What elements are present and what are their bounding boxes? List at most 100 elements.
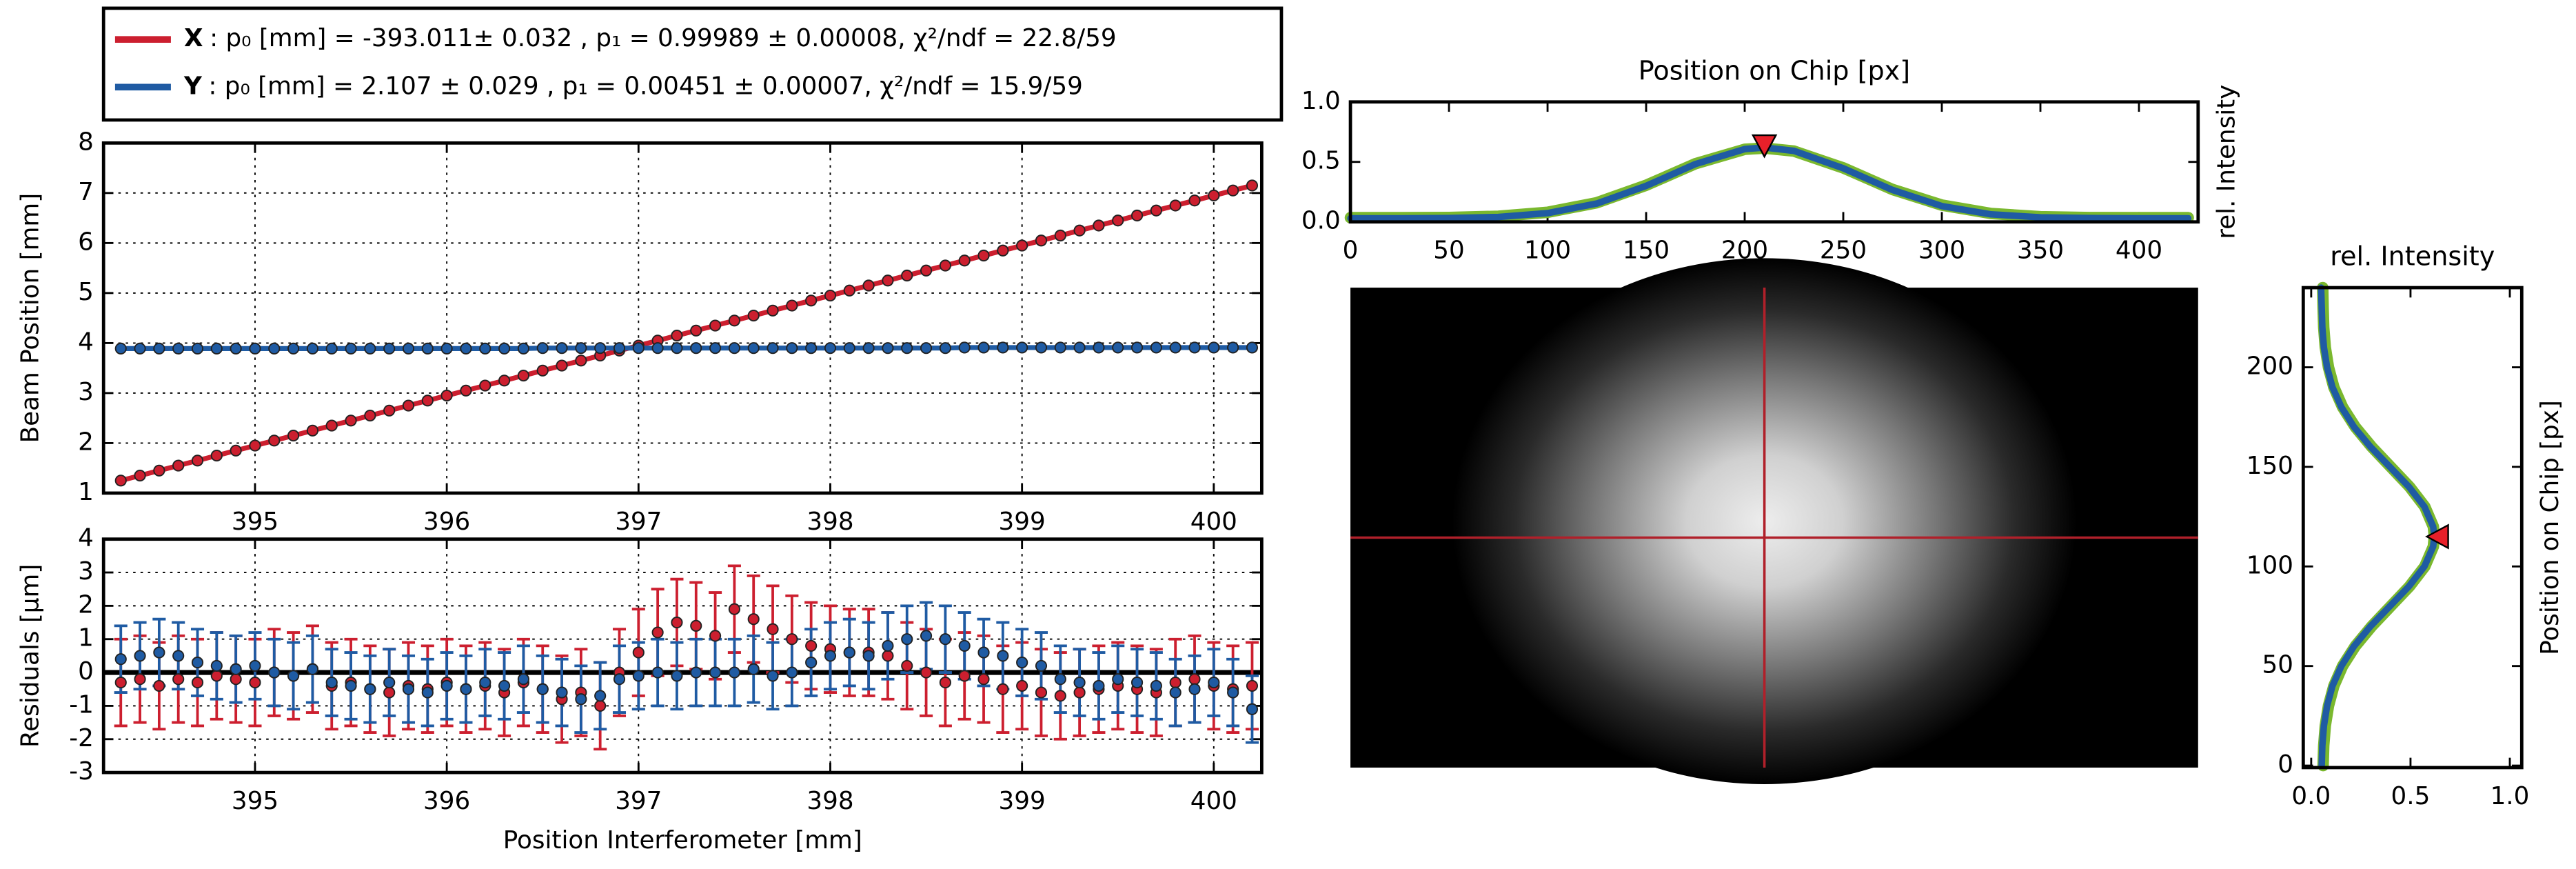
x-tick-label: 0 [1343, 237, 1359, 265]
data-point [862, 342, 875, 354]
x-tick-label: 0.5 [2391, 782, 2430, 810]
data-point [786, 633, 798, 646]
data-point [345, 342, 357, 354]
data-point [134, 673, 146, 686]
plot-frame [2301, 286, 2524, 770]
data-point [1169, 341, 1181, 354]
data-point [632, 670, 645, 682]
x-axis-label: Position Interferometer [mm] [503, 826, 862, 855]
data-point [690, 619, 702, 632]
data-point [287, 342, 300, 354]
y-tick-label: 2 [78, 590, 94, 619]
x-tick-label: 150 [1623, 237, 1670, 265]
data-point [1169, 199, 1181, 212]
legend-box [101, 6, 1284, 122]
data-point [440, 389, 453, 402]
data-point [191, 342, 204, 354]
data-point [1130, 209, 1144, 222]
data-point [882, 650, 894, 662]
data-point [1035, 686, 1048, 699]
x-tick-label: 300 [1918, 237, 1965, 265]
data-point [671, 616, 683, 629]
data-point [728, 603, 740, 615]
y-tick-label: 0 [78, 657, 94, 686]
x-tick-label: 50 [1433, 237, 1464, 265]
plot-frame [101, 141, 1264, 495]
data-point [747, 342, 760, 354]
data-point [421, 686, 434, 699]
data-point [517, 342, 529, 354]
data-point [709, 319, 722, 332]
y-axis-label: Position on Chip [px] [2536, 400, 2564, 655]
y-tick-label: -1 [69, 690, 94, 719]
data-point [230, 673, 242, 686]
data-point [345, 414, 357, 427]
y-tick-label: 200 [2247, 352, 2293, 381]
data-point [805, 342, 818, 354]
plot-frame [1348, 100, 2200, 224]
data-point [1035, 659, 1048, 672]
y-tick-label: 4 [78, 328, 94, 356]
data-point [843, 342, 855, 354]
data-point [134, 470, 146, 482]
data-point [1054, 229, 1066, 242]
x-tick-label: 400 [1190, 508, 1237, 536]
x-tick-label: 397 [615, 787, 662, 815]
peak-marker [1751, 134, 1778, 159]
legend-label: : p₀ [mm] = -393.011± 0.032 , p₁ = 0.999… [210, 24, 1117, 52]
data-point [210, 670, 223, 682]
data-point [862, 279, 875, 292]
data-point [805, 639, 818, 652]
y-tick-label: 3 [78, 557, 94, 586]
x-tick-label: 398 [807, 508, 853, 536]
data-point [958, 341, 971, 354]
data-point [172, 673, 185, 686]
data-point [1093, 679, 1105, 692]
data-point [977, 646, 990, 659]
data-point [690, 342, 702, 354]
data-point [977, 673, 990, 686]
data-point [364, 342, 376, 354]
data-point [556, 686, 568, 699]
data-point [536, 683, 549, 695]
data-point [958, 639, 971, 652]
data-point [613, 673, 626, 686]
data-point [268, 342, 281, 354]
data-point [613, 342, 626, 354]
x-tick-label: 395 [232, 508, 278, 536]
data-point [824, 342, 837, 354]
data-point [1054, 690, 1066, 702]
data-point [191, 656, 204, 669]
data-point [977, 249, 990, 262]
data-point [575, 693, 587, 706]
data-point [210, 449, 223, 462]
data-point [268, 666, 281, 679]
data-point [249, 676, 261, 689]
data-point [1150, 341, 1162, 354]
data-point [536, 342, 549, 354]
data-point [920, 666, 933, 679]
data-point [1208, 341, 1220, 354]
data-point [479, 342, 491, 354]
y-tick-label: 0 [2278, 750, 2293, 779]
x-tick-label: 1.0 [2491, 782, 2530, 810]
data-point [440, 342, 453, 354]
data-point [690, 666, 702, 679]
chart-title: rel. Intensity [2330, 241, 2495, 272]
data-point [402, 683, 415, 695]
y-tick-label: 150 [2247, 452, 2293, 480]
y-tick-label: 4 [78, 524, 94, 552]
data-point [517, 673, 529, 686]
data-point [383, 686, 396, 699]
data-point [517, 369, 529, 382]
y-tick-label: 1.0 [1301, 87, 1341, 115]
data-point [306, 663, 318, 675]
data-point [1073, 676, 1086, 689]
data-point [1246, 179, 1259, 192]
data-point [287, 429, 300, 442]
data-point [1246, 341, 1259, 354]
data-point [594, 342, 607, 354]
data-point [882, 342, 894, 354]
data-point [114, 676, 127, 689]
